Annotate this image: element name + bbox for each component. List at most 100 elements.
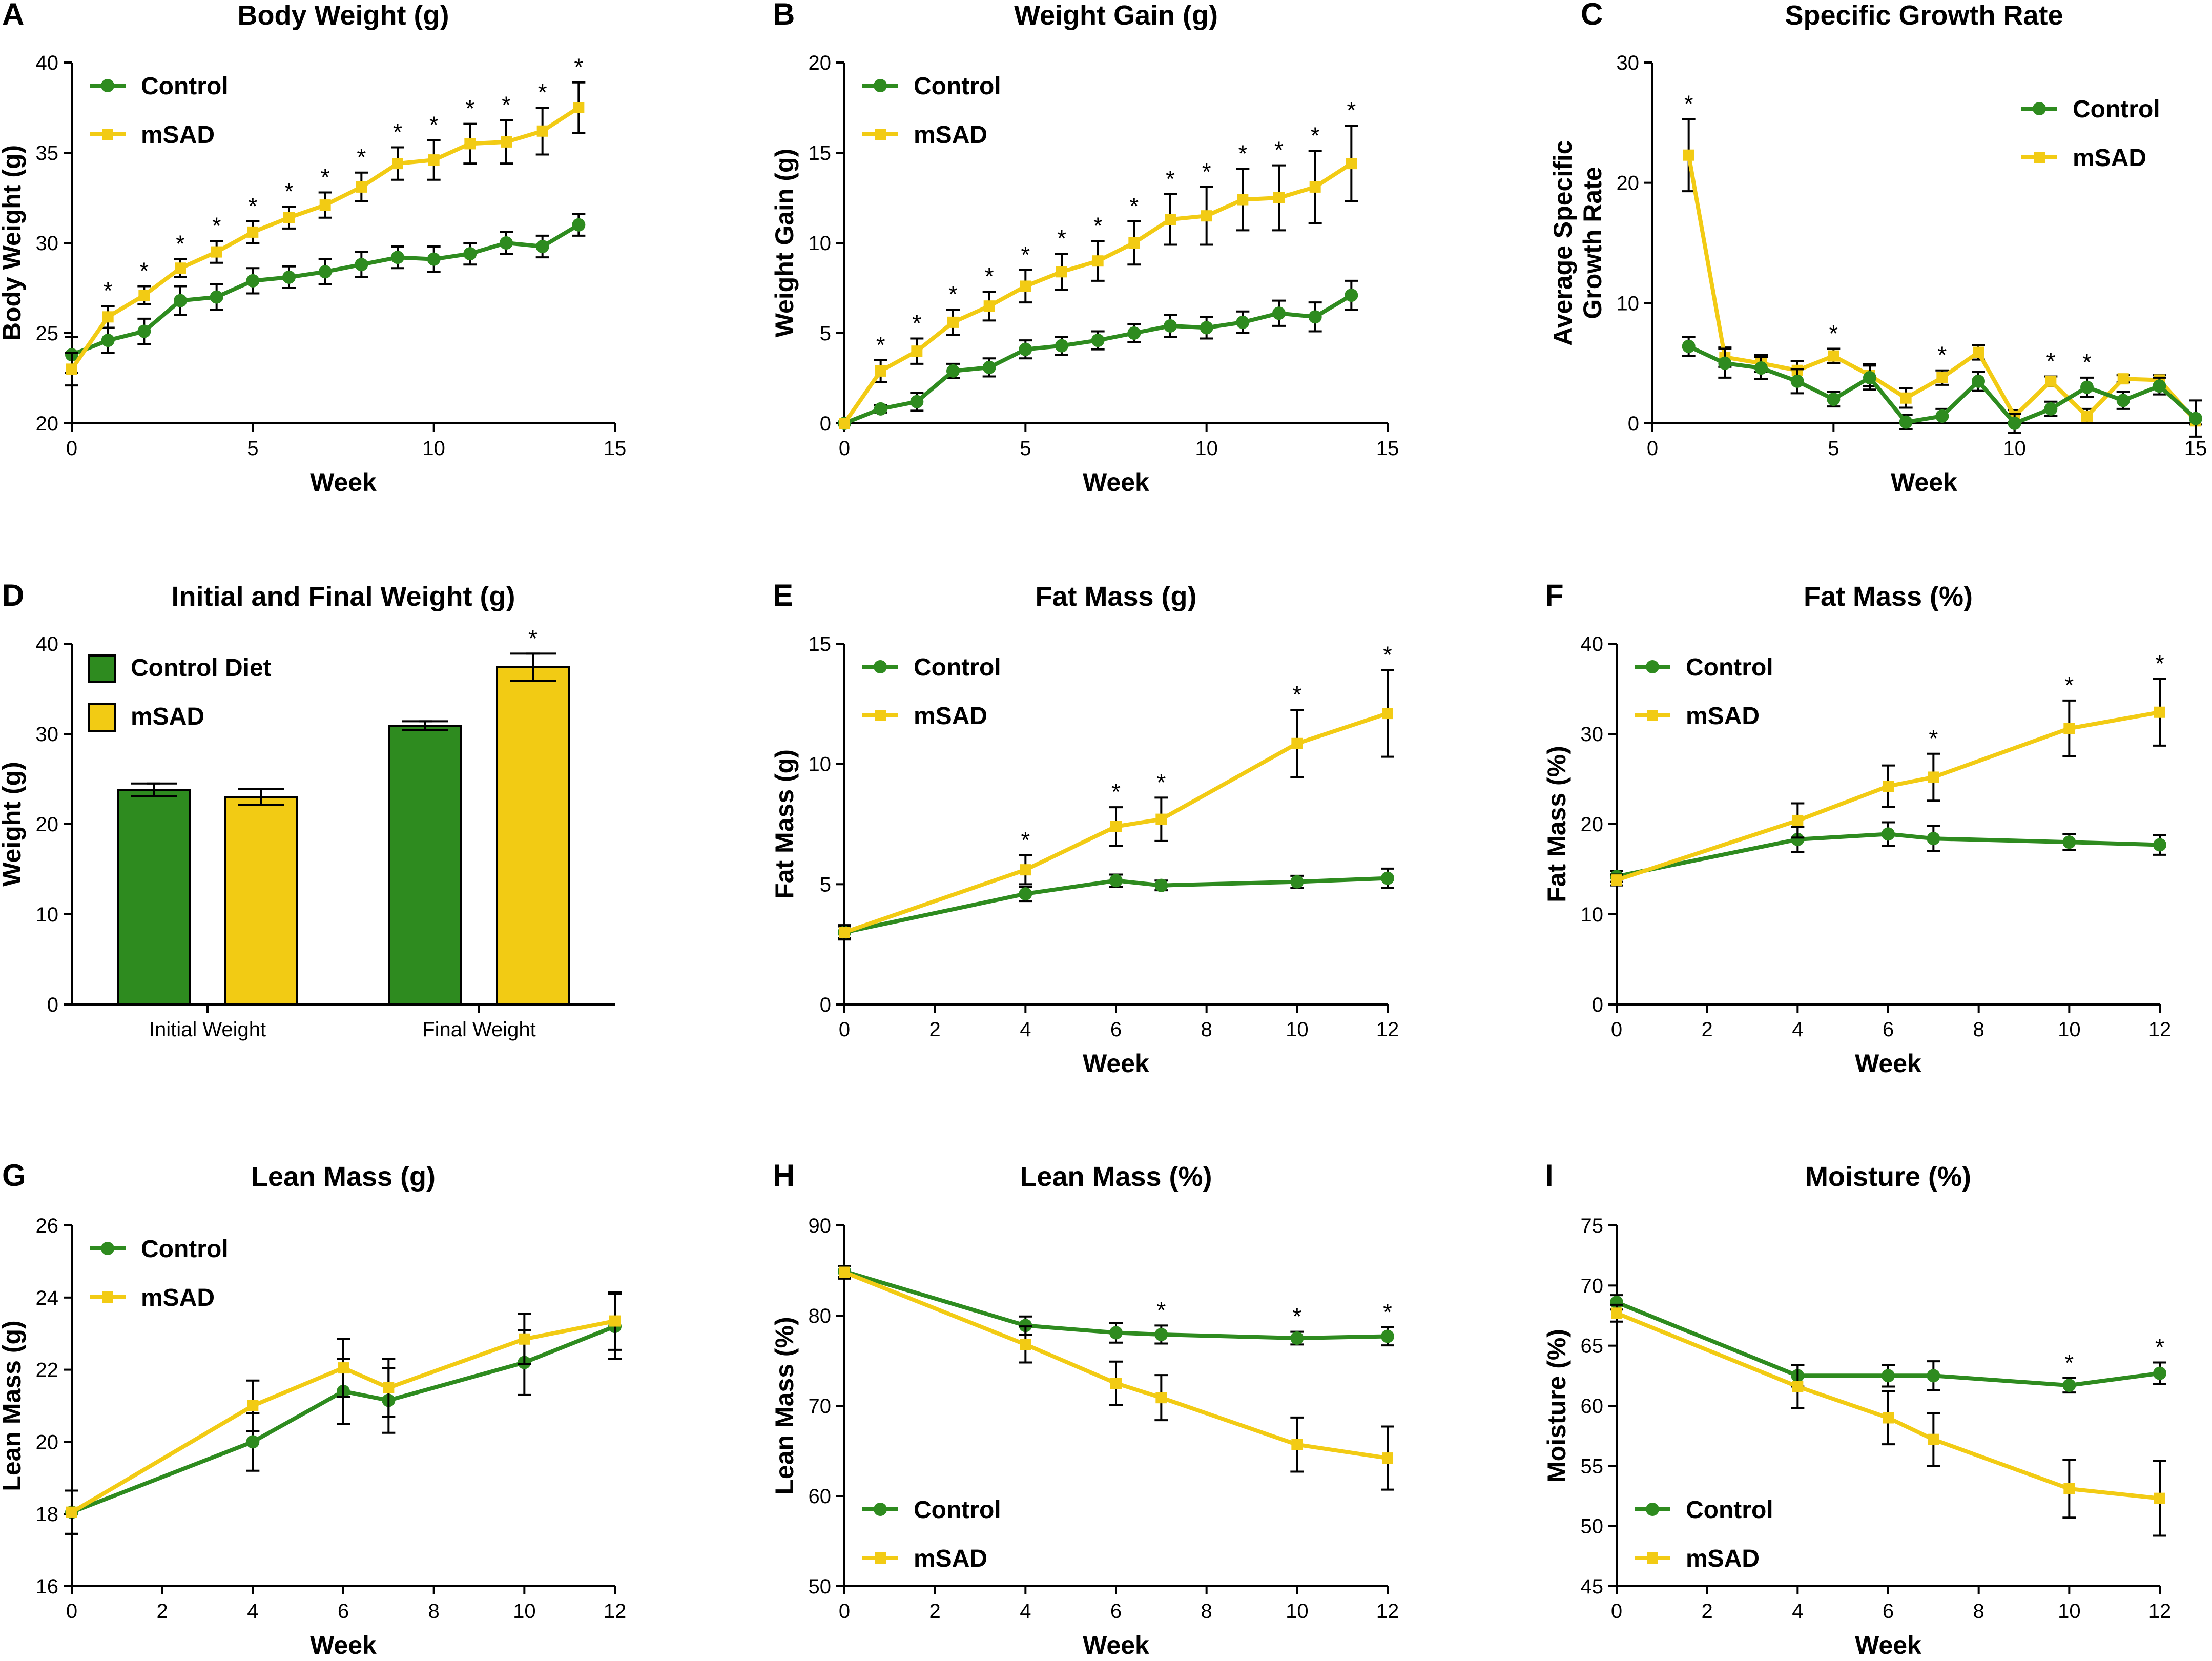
data-point-msad [247, 1400, 259, 1411]
series-msad [1610, 678, 2166, 887]
data-point-msad [247, 226, 259, 238]
legend-marker-control [1646, 1503, 1659, 1516]
data-point-msad [1237, 194, 1249, 206]
significance-star: * [393, 118, 402, 145]
x-tick-label: 10 [1195, 437, 1218, 460]
significance-star: * [1238, 140, 1247, 167]
y-tick-label: 0 [1592, 994, 1603, 1016]
legend-label-control: Control [1686, 1496, 1773, 1524]
legend-marker-msad [875, 710, 886, 721]
category-label: Initial Weight [149, 1018, 266, 1041]
data-point-control [318, 265, 332, 279]
data-point-msad [1128, 237, 1140, 249]
data-point-control [910, 395, 924, 408]
panel-f: 0 10 20 30 40 0 2 4 6 8 10 12 Week Fat Mass (%) F Fat M… [1542, 578, 2171, 1078]
line-control [1616, 1300, 2160, 1388]
y-tick-label: 75 [1581, 1215, 1604, 1237]
y-tick-label: 30 [1581, 723, 1604, 746]
data-point-msad [1291, 737, 1303, 749]
y-tick-label: 0 [47, 994, 58, 1016]
panel-letter: I [1545, 1158, 1554, 1193]
significance-star: * [1929, 725, 1938, 752]
y-tick-label: 35 [36, 142, 59, 165]
data-point-control [137, 324, 151, 338]
x-tick-label: 15 [604, 437, 627, 460]
y-tick-label: 20 [36, 813, 59, 836]
data-point-msad [211, 246, 222, 258]
x-tick-label: 2 [1702, 1018, 1713, 1041]
y-tick-label: 65 [1581, 1335, 1604, 1358]
data-point-control [210, 290, 223, 304]
data-point-msad [839, 927, 850, 938]
x-tick-label: 2 [929, 1600, 941, 1623]
data-point-control [1200, 321, 1213, 335]
x-tick-label: 6 [1110, 1018, 1122, 1041]
data-point-msad [1201, 210, 1212, 222]
bar-msad [224, 796, 298, 1006]
y-tick-label: 50 [809, 1575, 832, 1598]
legend-marker-control [101, 79, 114, 92]
data-point-control [2062, 1379, 2076, 1392]
data-point-msad [1382, 708, 1393, 720]
data-point-msad [1792, 814, 1804, 826]
x-tick-label: 4 [1792, 1018, 1803, 1041]
y-tick-label: 60 [809, 1485, 832, 1508]
data-point-msad [2154, 1492, 2165, 1504]
data-point-control [1927, 832, 1940, 846]
legend-label-msad: mSAD [141, 1284, 215, 1311]
y-tick-label: 40 [36, 52, 59, 74]
y-axis-label: Lean Mass (g) [0, 1320, 26, 1491]
line-control [844, 876, 1388, 935]
x-tick-label: 5 [1020, 437, 1031, 460]
x-tick-label: 10 [2003, 437, 2026, 460]
panel-b: 0 5 10 15 20 0 5 10 15 Week Weight Gain (g) B Weight… [770, 0, 1399, 497]
data-point-msad [1900, 392, 1912, 404]
data-point-msad [1792, 1381, 1804, 1392]
x-tick-label: 2 [157, 1600, 168, 1623]
significance-star: * [1093, 212, 1103, 239]
x-axis-label: Week [1855, 1049, 1921, 1078]
y-tick-label: 0 [820, 994, 831, 1016]
series-control [65, 213, 586, 374]
significance-star: * [985, 263, 994, 290]
y-tick-label: 20 [1581, 813, 1604, 836]
significance-star: * [104, 277, 113, 304]
significance-star: * [1292, 681, 1301, 708]
y-tick-label: 60 [1581, 1395, 1604, 1418]
data-point-msad [1973, 346, 1984, 358]
panel-letter: G [2, 1158, 26, 1193]
data-point-msad [536, 125, 548, 137]
significance-star: * [1347, 97, 1356, 124]
data-point-control [1827, 393, 1841, 406]
y-tick-label: 20 [36, 1431, 59, 1453]
data-point-msad [1883, 781, 1894, 792]
data-point-control [500, 236, 513, 250]
significance-star: * [248, 193, 257, 219]
y-tick-label: 20 [1617, 172, 1640, 195]
x-axis-label: Week [310, 468, 377, 497]
y-axis-label-line: Average Specific [1548, 140, 1577, 345]
data-point-msad [66, 363, 77, 375]
data-point-control [2189, 412, 2202, 425]
x-tick-label: 8 [1973, 1018, 1984, 1041]
significance-star: * [1292, 1303, 1301, 1330]
y-tick-label: 10 [1617, 292, 1640, 315]
series-msad [65, 81, 586, 387]
legend-label-control: Control [141, 1236, 229, 1263]
data-point-control [1882, 827, 1895, 841]
panel-title: Specific Growth Rate [1785, 0, 2063, 31]
data-point-control [982, 360, 996, 374]
data-point-control [1154, 1327, 1168, 1341]
data-point-msad [138, 290, 150, 301]
data-point-msad [2154, 706, 2165, 718]
legend-marker-msad [2034, 152, 2045, 163]
data-point-control [1290, 1331, 1304, 1345]
series-msad [1610, 1303, 2166, 1537]
y-tick-label: 22 [36, 1359, 59, 1382]
panel-letter: D [2, 578, 24, 612]
legend-marker-control [101, 1242, 114, 1255]
y-tick-label: 10 [36, 904, 59, 926]
significance-star: * [574, 54, 583, 80]
legend-marker-control [874, 1503, 887, 1516]
y-tick-label: 10 [809, 232, 832, 255]
